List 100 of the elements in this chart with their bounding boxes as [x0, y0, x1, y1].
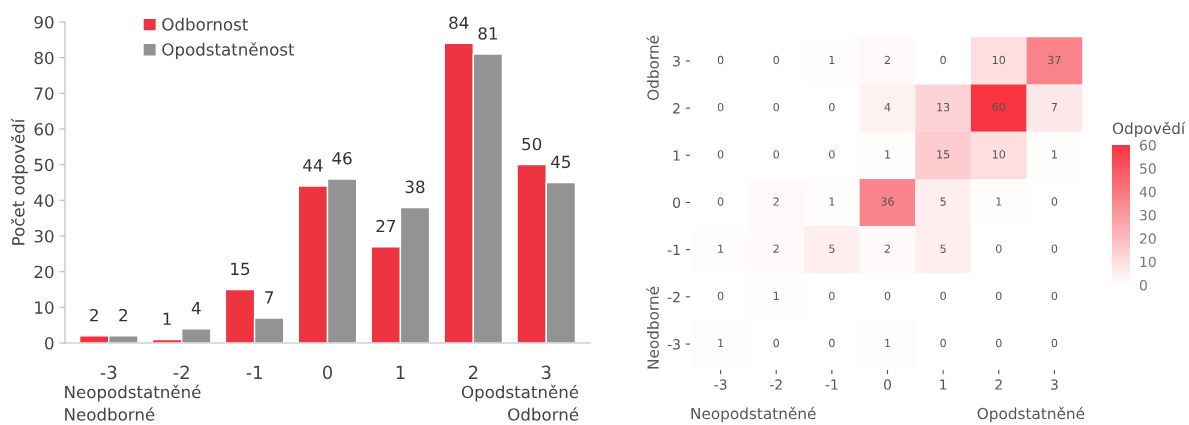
color-bar-label: 40 [1139, 186, 1156, 198]
data-label: 1 [163, 312, 171, 325]
data-label: 13 [937, 102, 950, 112]
data-label: 1 [996, 197, 1002, 206]
x-tick-label: -2 [173, 365, 189, 379]
data-label: 38 [405, 180, 425, 194]
data-label: 1 [829, 55, 835, 65]
legend-label: Odbornost [162, 17, 248, 31]
data-label: 1 [718, 244, 724, 253]
y-axis-title: Počet odpovědí [11, 118, 28, 245]
data-label: 1 [829, 197, 835, 206]
data-label: 2 [773, 244, 779, 253]
data-label: 0 [829, 150, 835, 159]
data-label: 2 [90, 308, 98, 322]
data-label: 0 [773, 102, 780, 112]
text: Neodborné [646, 286, 659, 369]
data-label: 84 [449, 16, 469, 30]
y-tick-label: -1 [667, 244, 680, 255]
data-label: 10 [992, 55, 1006, 65]
data-label: 0 [1051, 338, 1058, 348]
y-tick-label: 2 [673, 103, 680, 114]
text: Neopodstatněné Neodborné [65, 384, 201, 421]
data-label: 7 [1051, 103, 1057, 112]
y-tick-label: 1 [673, 150, 680, 161]
y-tick-label: 70 [34, 87, 54, 100]
data-label: 0 [717, 291, 724, 301]
y-tick-label: 30 [34, 229, 54, 243]
y-tick-label: 0 [45, 336, 54, 350]
data-label: 15 [231, 262, 250, 276]
data-label: 0 [829, 291, 835, 301]
x-tick-label: 3 [1051, 379, 1058, 390]
y-tick-label: 20 [34, 265, 54, 279]
y-tick-label: 90 [34, 15, 54, 29]
x-tick-label: -1 [246, 365, 262, 379]
text: Opodstatněné Odborné [461, 384, 579, 421]
data-label: 44 [303, 159, 323, 172]
color-bar-label: 20 [1140, 233, 1156, 244]
data-label: 0 [940, 291, 946, 301]
data-label: 0 [1051, 291, 1058, 301]
data-label: 0 [717, 102, 724, 112]
color-bar-title: Odpovědí [1112, 121, 1186, 138]
data-label: 50 [522, 137, 542, 151]
data-label: 0 [940, 55, 946, 65]
color-bar-label: 10 [1140, 256, 1156, 268]
data-label: 0 [773, 338, 780, 348]
data-label: 7 [265, 291, 274, 304]
data-label: 5 [940, 197, 946, 206]
data-label: 5 [829, 244, 835, 253]
data-label: 60 [992, 102, 1006, 112]
data-label: 37 [1048, 55, 1061, 65]
y-tick-label: -2 [667, 291, 680, 303]
x-tick-label: 2 [468, 365, 478, 379]
x-tick-label: 1 [396, 365, 405, 379]
data-label: 0 [717, 55, 724, 65]
x-tick-label: -2 [769, 379, 782, 390]
y-tick-label: 50 [34, 158, 54, 172]
y-tick-label: 3 [673, 55, 680, 67]
data-label: 1 [773, 291, 779, 300]
data-label: 4 [884, 103, 891, 112]
data-label: 5 [940, 244, 946, 253]
data-label: 36 [881, 197, 894, 206]
legend-label: Opodstatněnost [162, 42, 295, 59]
data-label: 0 [1051, 197, 1058, 206]
color-bar-label: 50 [1140, 163, 1156, 174]
data-label: 45 [551, 155, 570, 169]
data-label: 0 [995, 244, 1002, 253]
y-tick-label: 10 [35, 301, 54, 314]
y-tick-label: 60 [34, 122, 54, 136]
text: Neopodstatněné [691, 406, 816, 423]
data-label: 10 [992, 150, 1006, 159]
data-label: 0 [884, 291, 891, 301]
y-tick-label: 80 [34, 51, 54, 65]
text: Odborné [646, 35, 659, 101]
x-tick-label: 0 [322, 365, 333, 380]
data-label: 2 [119, 308, 127, 322]
data-label: 2 [884, 55, 890, 65]
data-label: 1 [885, 150, 891, 159]
data-label: 0 [717, 197, 724, 206]
x-tick-label: 1 [940, 379, 947, 390]
x-tick-label: 2 [995, 379, 1002, 390]
data-label: 0 [773, 55, 780, 65]
data-label: 4 [191, 302, 201, 315]
color-bar-label: 30 [1140, 209, 1156, 221]
data-label: 1 [885, 339, 891, 348]
data-label: 2 [884, 244, 890, 253]
data-label: 2 [773, 197, 779, 206]
data-label: 81 [478, 27, 497, 40]
data-label: 0 [829, 338, 835, 348]
data-label: 1 [718, 339, 724, 348]
data-label: 46 [332, 151, 352, 165]
y-tick-label: 0 [673, 197, 681, 208]
data-label: 0 [940, 338, 946, 348]
x-tick-label: -3 [100, 365, 117, 380]
x-tick-label: -3 [714, 379, 727, 390]
color-bar-label: 60 [1140, 139, 1156, 151]
data-label: 0 [995, 338, 1002, 348]
data-label: 0 [1051, 244, 1058, 253]
x-tick-label: 3 [541, 365, 551, 380]
text: Opodstatněné [977, 406, 1085, 423]
data-label: 1 [1052, 150, 1057, 159]
